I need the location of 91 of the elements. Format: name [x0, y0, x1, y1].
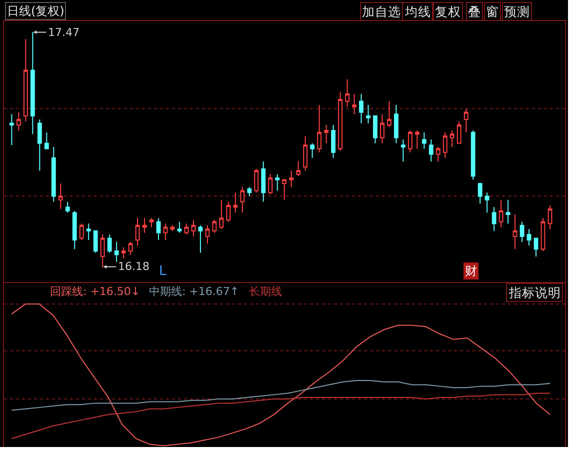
- candlestick: [331, 124, 336, 158]
- candlestick: [121, 246, 126, 259]
- candlestick: [163, 223, 168, 241]
- candlestick: [107, 234, 112, 254]
- candlestick: [540, 218, 546, 252]
- annotation: L: [159, 264, 167, 279]
- text: 加自选: [362, 4, 401, 19]
- candlestick: [86, 223, 91, 241]
- candlestick: [456, 120, 462, 144]
- candlestick: [170, 224, 175, 232]
- candlestick: [464, 108, 468, 133]
- candlestick: [414, 130, 420, 150]
- candlestick: [37, 119, 42, 172]
- candlestick: [289, 170, 294, 188]
- candlestick: [498, 199, 504, 228]
- candlestick: [380, 114, 384, 144]
- candlestick: [484, 192, 490, 214]
- candlestick: [436, 146, 440, 162]
- candlestick: [16, 112, 21, 132]
- candlestick: [428, 139, 434, 162]
- candlestick: [450, 130, 454, 148]
- candlestick: [303, 135, 308, 172]
- candlestick: [261, 161, 266, 202]
- candlestick: [400, 139, 406, 162]
- candlestick: [219, 199, 224, 230]
- candlestick: [345, 78, 350, 108]
- text: 均线: [404, 4, 431, 19]
- candlestick: [512, 214, 518, 250]
- candlestick: [233, 192, 238, 214]
- text: 指标说明: [508, 285, 561, 300]
- candlestick: [240, 186, 245, 214]
- candlestick: [394, 104, 398, 144]
- candlestick: [492, 206, 496, 232]
- candlestick: [177, 221, 182, 234]
- candlestick: [114, 241, 119, 262]
- text: 窗: [486, 4, 499, 19]
- candlestick: [184, 223, 189, 236]
- candlestick: [149, 218, 154, 228]
- candlestick: [470, 130, 476, 180]
- candlestick: [51, 146, 56, 202]
- candlestick: [324, 124, 328, 144]
- candlestick: [58, 182, 63, 210]
- candlestick: [534, 238, 538, 257]
- candlestick: [520, 221, 524, 242]
- candlestick: [226, 201, 231, 222]
- candlestick: [135, 218, 140, 246]
- candlestick: [65, 201, 70, 214]
- candlestick: [310, 142, 315, 158]
- candlestick: [93, 230, 98, 254]
- candlestick: [548, 204, 552, 230]
- candlestick: [205, 224, 210, 244]
- candlestick: [72, 210, 77, 250]
- candlestick: [212, 219, 217, 234]
- candlestick: [317, 104, 322, 153]
- candlestick: [247, 186, 252, 197]
- candlestick: [191, 219, 196, 237]
- candlestick: [366, 104, 370, 124]
- candlestick: [198, 224, 203, 254]
- candlestick: [23, 38, 28, 122]
- candlestick: [526, 228, 532, 246]
- text: 长期线: [249, 285, 282, 298]
- annotation: 17.47: [48, 26, 80, 39]
- text: 中期线: +16.67↑: [149, 285, 240, 298]
- candlestick: [373, 115, 378, 144]
- candlestick: [156, 218, 161, 241]
- series-label: 回踩线: +16.50↓: [50, 285, 140, 298]
- candlestick: [254, 168, 259, 194]
- candlestick: [506, 199, 510, 224]
- candlestick: [387, 100, 392, 128]
- candlestick: [9, 114, 14, 146]
- candlestick: [408, 130, 412, 153]
- candlestick: [282, 179, 287, 200]
- candlestick: [478, 182, 482, 204]
- annotation: 财: [465, 264, 477, 278]
- text: 叠: [468, 4, 481, 19]
- candlestick: [142, 218, 147, 234]
- candlestick: [268, 174, 273, 195]
- candlestick: [44, 132, 49, 150]
- candlestick: [296, 161, 301, 177]
- candlestick: [442, 132, 448, 158]
- candlestick: [79, 223, 84, 241]
- candlestick: [338, 92, 342, 152]
- text: 复权: [435, 4, 461, 19]
- chart-title: 日线(复权): [7, 4, 64, 18]
- candlestick: [128, 241, 133, 256]
- candlestick: [352, 94, 356, 115]
- candlestick: [359, 94, 364, 124]
- candlestick: [422, 132, 426, 150]
- candlestick: [275, 174, 280, 192]
- annotation: 16.18: [118, 260, 150, 273]
- text: 预测: [504, 4, 530, 19]
